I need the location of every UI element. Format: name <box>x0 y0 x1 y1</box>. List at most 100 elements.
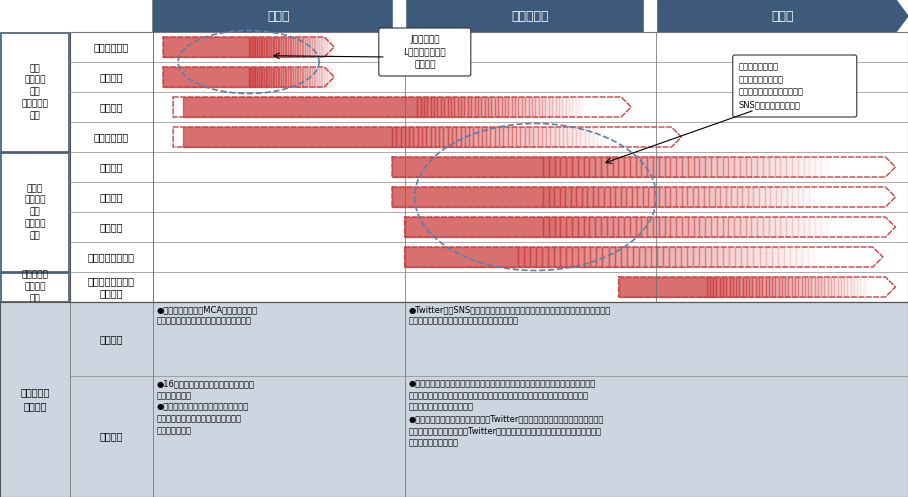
Polygon shape <box>746 277 749 297</box>
Polygon shape <box>578 247 585 267</box>
Polygon shape <box>584 157 589 177</box>
Polygon shape <box>266 67 268 87</box>
Polygon shape <box>584 217 589 237</box>
Polygon shape <box>589 127 593 147</box>
Polygon shape <box>769 157 775 177</box>
Polygon shape <box>729 247 735 267</box>
Polygon shape <box>485 97 489 117</box>
Polygon shape <box>711 157 716 177</box>
Polygon shape <box>569 97 572 117</box>
FancyBboxPatch shape <box>733 55 857 117</box>
Polygon shape <box>257 67 259 87</box>
Polygon shape <box>301 37 303 57</box>
Polygon shape <box>548 247 554 267</box>
Polygon shape <box>742 247 747 267</box>
Polygon shape <box>555 127 559 147</box>
Polygon shape <box>699 217 706 237</box>
Polygon shape <box>759 187 765 207</box>
Polygon shape <box>486 127 490 147</box>
Polygon shape <box>802 277 804 297</box>
Polygon shape <box>724 247 729 267</box>
Polygon shape <box>482 127 486 147</box>
Polygon shape <box>699 247 706 267</box>
Polygon shape <box>271 37 272 57</box>
Text: ライフライン情報: ライフライン情報 <box>88 252 135 262</box>
Text: 救援情報: 救援情報 <box>100 162 123 172</box>
Polygon shape <box>663 247 669 267</box>
Polygon shape <box>312 37 313 57</box>
Polygon shape <box>272 37 274 57</box>
Polygon shape <box>613 157 618 177</box>
Polygon shape <box>465 97 468 117</box>
Polygon shape <box>755 277 759 297</box>
Polygon shape <box>430 97 434 117</box>
Polygon shape <box>717 247 724 267</box>
Polygon shape <box>595 217 601 237</box>
Polygon shape <box>268 37 269 57</box>
Polygon shape <box>529 127 533 147</box>
Polygon shape <box>618 277 706 297</box>
Polygon shape <box>405 247 518 267</box>
Polygon shape <box>759 247 765 267</box>
Polygon shape <box>737 187 743 207</box>
Polygon shape <box>715 187 720 207</box>
Polygon shape <box>687 247 693 267</box>
Polygon shape <box>577 157 584 177</box>
Polygon shape <box>676 217 682 237</box>
Polygon shape <box>792 277 795 297</box>
Polygon shape <box>183 127 392 147</box>
Polygon shape <box>305 37 307 57</box>
Polygon shape <box>288 67 290 87</box>
Polygon shape <box>632 187 637 207</box>
Polygon shape <box>435 127 439 147</box>
Polygon shape <box>311 67 312 87</box>
Polygon shape <box>711 217 716 237</box>
Polygon shape <box>603 247 608 267</box>
Polygon shape <box>613 217 618 237</box>
Polygon shape <box>798 217 804 237</box>
Polygon shape <box>739 277 743 297</box>
Polygon shape <box>543 187 548 207</box>
Polygon shape <box>317 37 319 57</box>
Polygon shape <box>283 67 284 87</box>
Polygon shape <box>255 37 257 57</box>
Polygon shape <box>249 67 251 87</box>
Polygon shape <box>293 37 295 57</box>
Polygon shape <box>659 217 665 237</box>
Polygon shape <box>309 67 311 87</box>
Polygon shape <box>567 157 572 177</box>
Polygon shape <box>769 277 772 297</box>
Polygon shape <box>643 187 648 207</box>
Polygon shape <box>577 187 582 207</box>
Polygon shape <box>576 127 580 147</box>
Polygon shape <box>264 67 266 87</box>
Polygon shape <box>723 157 728 177</box>
Polygon shape <box>831 277 834 297</box>
Text: ●固定電話、業務用MCA無線、インター
ネットなども含め、通常通り利用できた。: ●固定電話、業務用MCA無線、インター ネットなども含め、通常通り利用できた。 <box>157 305 258 326</box>
Polygon shape <box>785 277 788 297</box>
Polygon shape <box>828 277 831 297</box>
Polygon shape <box>536 247 542 267</box>
Text: ●Twitter等のSNSでは新旧の情報が入り混じる短所があるが、インターネットの
双方向性を生かした利活用の方法を検討したい。: ●Twitter等のSNSでは新旧の情報が入り混じる短所があるが、インターネット… <box>409 305 611 326</box>
Bar <box>1 153 69 271</box>
Polygon shape <box>589 217 595 237</box>
Polygon shape <box>307 67 309 87</box>
Polygon shape <box>752 157 757 177</box>
Polygon shape <box>754 247 759 267</box>
Polygon shape <box>548 187 554 207</box>
Polygon shape <box>693 187 698 207</box>
Polygon shape <box>585 127 589 147</box>
Polygon shape <box>328 37 329 57</box>
Polygon shape <box>392 157 543 177</box>
Polygon shape <box>567 247 572 267</box>
Polygon shape <box>560 247 567 267</box>
Polygon shape <box>595 157 601 177</box>
Polygon shape <box>837 277 841 297</box>
Polygon shape <box>572 97 576 117</box>
Polygon shape <box>290 37 291 57</box>
Polygon shape <box>620 247 627 267</box>
Polygon shape <box>694 157 699 177</box>
Polygon shape <box>163 37 249 57</box>
Polygon shape <box>675 247 681 267</box>
Polygon shape <box>400 127 405 147</box>
